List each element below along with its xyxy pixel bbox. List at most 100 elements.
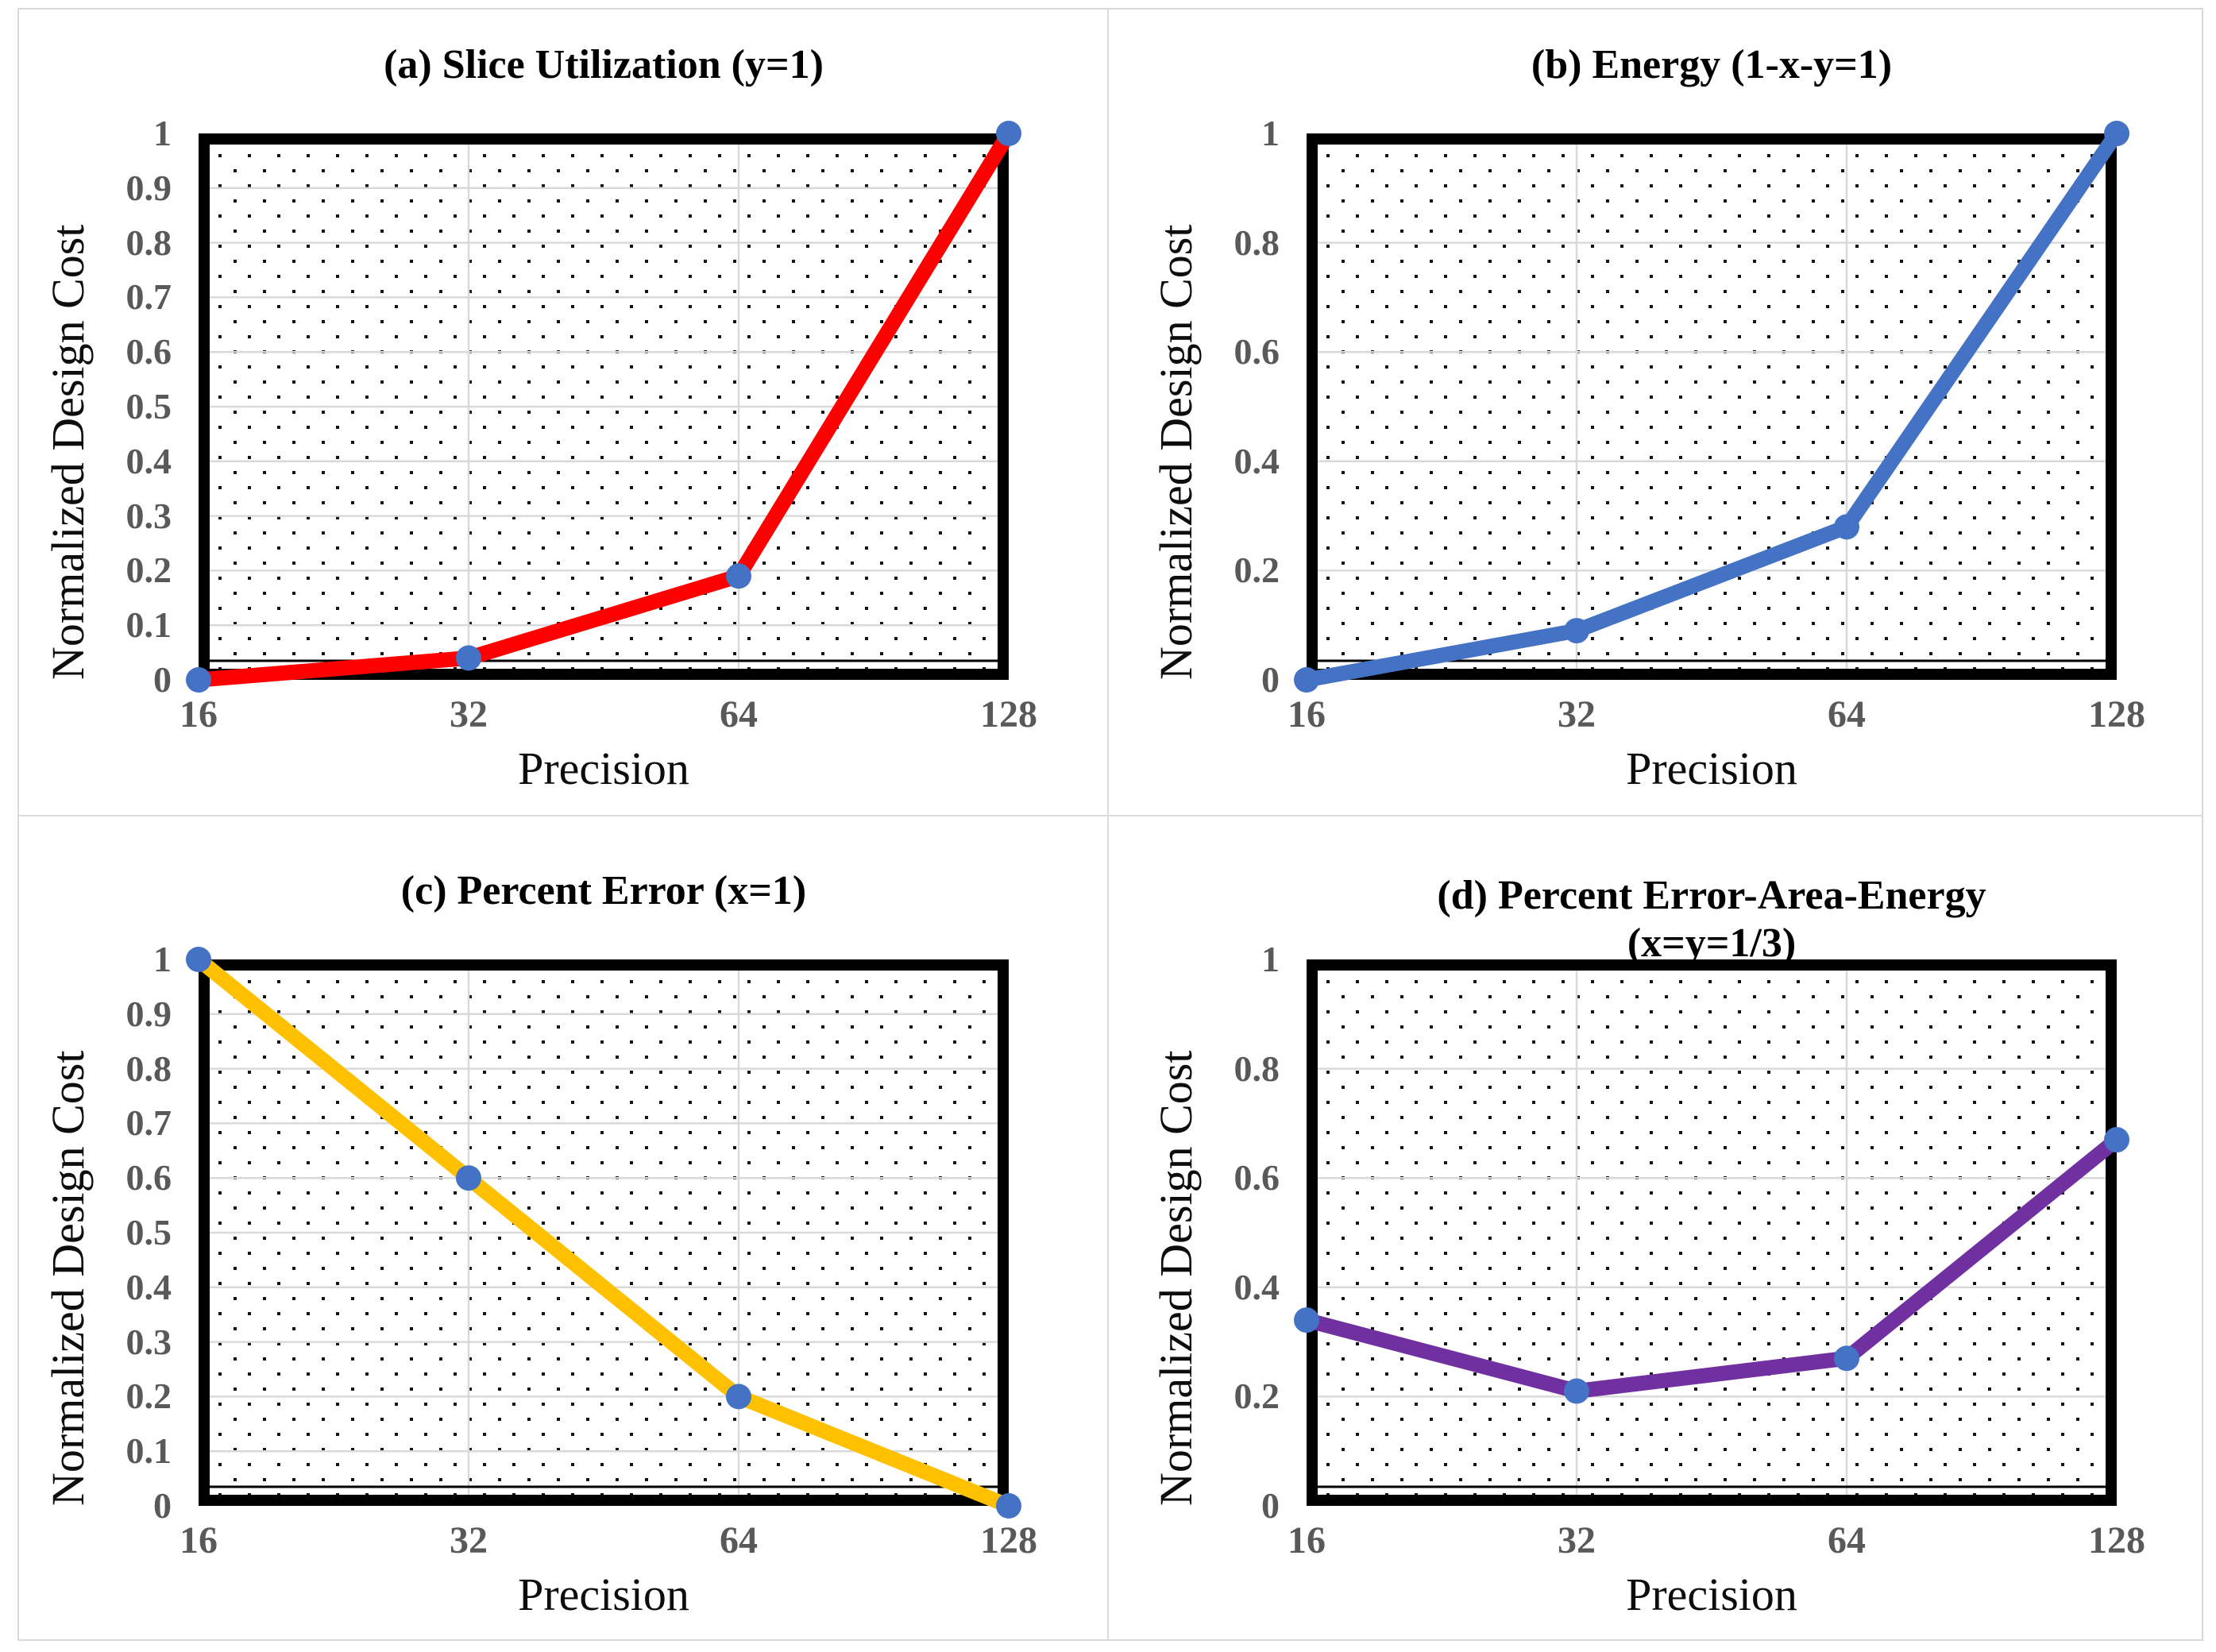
- x-axis-title: Precision: [1626, 743, 1797, 794]
- x-tick-labels: 16 32 64 128: [180, 1519, 1037, 1566]
- chart-panel-a: (a) Slice Utilization (y=1) Normalized D…: [0, 0, 1108, 826]
- x-axis-title: Precision: [518, 743, 689, 794]
- data-point-marker: [1294, 1307, 1319, 1334]
- chart-panel-d: (d) Percent Error-Area-Energy (x=y=1/3) …: [1108, 826, 2216, 1652]
- plot-border: [199, 959, 1009, 1506]
- data-line: [191, 951, 1017, 1514]
- chart-panel-b: (b) Energy (1-x-y=1) Normalized Design C…: [1108, 0, 2216, 826]
- y-tick-label: 1: [1261, 939, 1280, 979]
- chart-title: (a) Slice Utilization (y=1): [199, 0, 1009, 130]
- x-tick-labels: 16 32 64 128: [180, 693, 1037, 740]
- data-line: [191, 125, 1017, 688]
- plot-border: [1307, 959, 2117, 1506]
- plot-area: [1294, 121, 2129, 693]
- y-tick-label: 0.3: [125, 495, 172, 536]
- x-tick-label: 32: [1558, 1519, 1596, 1561]
- data-point-marker: [996, 121, 1021, 146]
- chart-title: (d) Percent Error-Area-Energy (x=y=1/3): [1307, 826, 2117, 966]
- y-tick-label: 1: [153, 113, 172, 153]
- data-point-marker: [1834, 1345, 1859, 1372]
- plot-svg: [186, 947, 1021, 1519]
- y-tick-label: 0.6: [1233, 1157, 1280, 1198]
- y-tick-label: 0.4: [1233, 440, 1280, 481]
- y-axis-title: Normalized Design Cost: [42, 1050, 94, 1506]
- x-tick-label: 128: [2088, 693, 2145, 735]
- y-tick-label: 0.8: [125, 222, 172, 263]
- data-point-marker: [1834, 514, 1859, 540]
- data-point-marker: [1294, 667, 1319, 693]
- data-point-marker: [996, 1493, 1021, 1519]
- data-point-marker: [726, 1384, 751, 1410]
- plot-area: [186, 947, 1021, 1519]
- y-tick-label: 0.2: [1233, 1376, 1280, 1417]
- y-tick-label: 0.6: [1233, 331, 1280, 372]
- data-point-marker: [186, 947, 211, 972]
- plot-svg: [186, 121, 1021, 693]
- y-tick-label: 0.2: [125, 550, 172, 591]
- y-tick-label: 0.8: [1233, 222, 1280, 263]
- data-point-marker: [1564, 1378, 1589, 1404]
- x-tick-label: 32: [1558, 693, 1596, 735]
- y-tick-label: 0.4: [125, 440, 172, 481]
- x-tick-label: 128: [980, 1519, 1037, 1561]
- data-line: [1299, 125, 2125, 688]
- data-point-marker: [456, 645, 481, 671]
- x-tick-label: 32: [450, 693, 488, 735]
- data-point-marker: [1564, 618, 1589, 644]
- y-tick-labels: 0 0.2 0.4 0.6 0.8 1: [1108, 113, 1292, 700]
- y-tick-label: 0.8: [125, 1048, 172, 1089]
- y-tick-label: 0.2: [125, 1376, 172, 1417]
- y-tick-label: 0.1: [125, 1430, 172, 1472]
- y-tick-labels: 0 0.1 0.2 0.3 0.4 0.5 0.6 0.7 0.8 0.9 1: [0, 939, 184, 1526]
- y-tick-label: 0: [1261, 1485, 1280, 1526]
- x-tick-label: 16: [1288, 693, 1326, 735]
- x-axis-title: Precision: [1626, 1569, 1797, 1620]
- y-tick-labels: 0 0.2 0.4 0.6 0.8 1: [1108, 939, 1292, 1526]
- x-tick-label: 64: [720, 1519, 758, 1561]
- plot-dot-texture: [1307, 959, 2117, 1506]
- y-tick-labels: 0 0.1 0.2 0.3 0.4 0.5 0.6 0.7 0.8 0.9 1: [0, 113, 184, 700]
- quadrant-separator-vertical: [1107, 8, 1109, 1641]
- x-tick-labels: 16 32 64 128: [1288, 693, 2145, 740]
- y-tick-label: 0.6: [125, 331, 172, 372]
- chart-title-line1: (a) Slice Utilization (y=1): [384, 42, 824, 87]
- x-tick-label: 64: [1828, 1519, 1866, 1561]
- y-tick-label: 0.7: [125, 276, 172, 318]
- spreadsheet-frame: [17, 8, 2203, 1641]
- y-tick-label: 0.3: [125, 1321, 172, 1362]
- y-axis-title: Normalized Design Cost: [42, 224, 94, 680]
- plot-svg: [1294, 959, 2129, 1506]
- plot-svg: [1294, 121, 2129, 693]
- chart-title-line1: (b) Energy (1-x-y=1): [1531, 42, 1893, 87]
- plot-dot-texture: [1307, 133, 2117, 680]
- y-tick-label: 0: [153, 659, 172, 700]
- plot-border: [1307, 133, 2117, 680]
- data-point-marker: [186, 667, 211, 693]
- x-tick-label: 128: [2088, 1519, 2145, 1561]
- y-tick-label: 0.5: [125, 1212, 172, 1253]
- data-point-marker: [2104, 121, 2129, 146]
- y-tick-label: 0.9: [125, 167, 172, 208]
- y-tick-label: 1: [153, 939, 172, 979]
- y-axis-title: Normalized Design Cost: [1150, 224, 1202, 680]
- plot-area: [186, 121, 1021, 693]
- y-tick-label: 0.4: [1233, 1266, 1280, 1307]
- y-tick-label: 0.1: [125, 604, 172, 646]
- chart-panel-c: (c) Percent Error (x=1) Normalized Desig…: [0, 826, 1108, 1652]
- y-tick-label: 0.9: [125, 993, 172, 1034]
- chart-title-line2: (x=y=1/3): [1627, 921, 1797, 966]
- y-tick-label: 0.4: [125, 1266, 172, 1307]
- x-tick-label: 128: [980, 693, 1037, 735]
- y-tick-label: 0.6: [125, 1157, 172, 1198]
- chart-title-line1: (c) Percent Error (x=1): [400, 868, 807, 913]
- chart-title: (b) Energy (1-x-y=1): [1307, 0, 2117, 130]
- data-point-marker: [2104, 1127, 2129, 1153]
- y-tick-label: 0.5: [125, 386, 172, 427]
- data-point-marker: [456, 1165, 481, 1191]
- x-tick-label: 32: [450, 1519, 488, 1561]
- x-tick-label: 64: [1828, 693, 1866, 735]
- chart-title: (c) Percent Error (x=1): [199, 826, 1009, 956]
- y-tick-label: 1: [1261, 113, 1280, 153]
- plot-area: [1294, 959, 2129, 1506]
